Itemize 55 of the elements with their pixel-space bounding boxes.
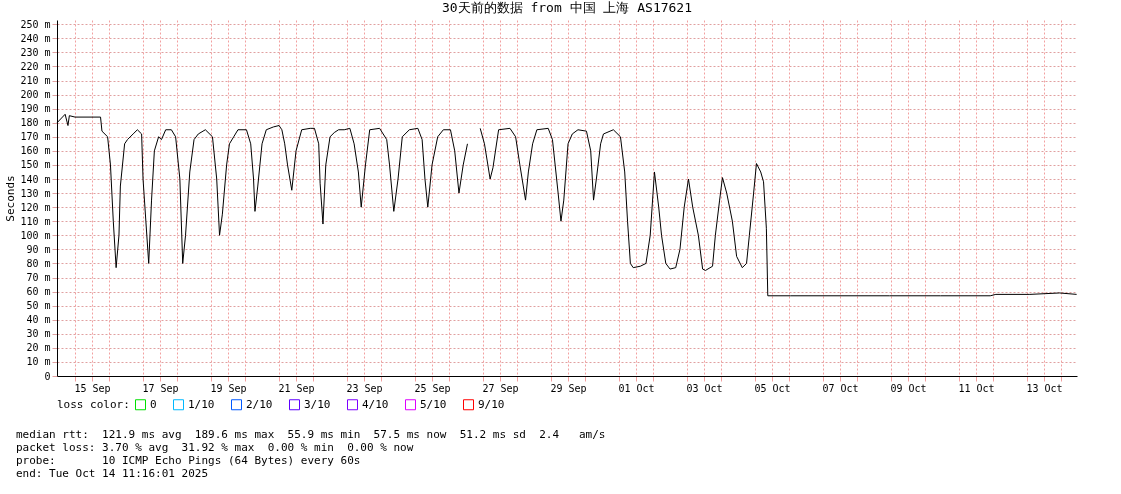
y-tick-label: 130 m: [20, 187, 51, 199]
y-tick-label: 210 m: [20, 75, 51, 87]
x-tick-label: 19 Sep: [210, 382, 247, 394]
y-tick-label: 90 m: [26, 243, 51, 255]
y-tick-label: 60 m: [26, 286, 51, 298]
x-tick-label: 13 Oct: [1026, 382, 1063, 394]
y-tick-label: 160 m: [20, 145, 51, 157]
legend-label: 1/10: [188, 397, 215, 411]
y-tick-label: 200 m: [20, 89, 51, 101]
y-tick-label: 80 m: [26, 257, 51, 269]
x-tick-label: 07 Oct: [822, 382, 859, 394]
y-tick-label: 230 m: [20, 46, 51, 58]
x-tick-label: 25 Sep: [414, 382, 451, 394]
y-tick-label: 10 m: [26, 356, 51, 368]
y-tick-label: 50 m: [26, 300, 51, 312]
x-tick-label: 03 Oct: [686, 382, 723, 394]
y-tick-label: 100 m: [20, 229, 51, 241]
y-tick-label: 220 m: [20, 60, 51, 72]
legend-label: 5/10: [420, 397, 447, 411]
legend-title: loss color:: [57, 398, 130, 411]
y-tick-label: 70 m: [26, 272, 51, 283]
text: end: Tue Oct 14 11:16:01 2025: [16, 467, 210, 480]
x-tick-label: 01 Oct: [618, 382, 655, 394]
y-tick-label: 20 m: [26, 342, 51, 354]
y-tick-label: 250 m: [20, 18, 51, 30]
y-tick-label: 30 m: [26, 328, 51, 340]
legend-label: 2/10: [246, 397, 273, 411]
y-tick-label: 140 m: [20, 173, 51, 185]
y-tick-label: 0: [44, 370, 51, 382]
text: probe: 10 ICMP Echo Pings (64 Bytes) every 60s: [16, 454, 362, 467]
y-tick-label: 120 m: [20, 201, 51, 213]
x-tick-label: 27 Sep: [482, 382, 519, 394]
text: packet loss: 3.70 % avg 31.92 % max 0.00 % min 0.00 % now: [16, 441, 415, 454]
y-tick-label: 150 m: [20, 159, 51, 171]
y-tick-label: 40 m: [26, 314, 51, 326]
y-tick-label: 190 m: [20, 103, 51, 115]
legend-label: 4/10: [362, 397, 389, 411]
x-tick-label: 17 Sep: [142, 382, 179, 394]
x-tick-label: 21 Sep: [278, 382, 315, 394]
legend-label: 3/10: [304, 397, 331, 411]
y-tick-label: 240 m: [20, 32, 51, 44]
y-tick-label: 110 m: [20, 215, 51, 227]
text: median rtt: 121.9 ms avg 189.6 ms max 55.9 ms min 57.5 ms now 51.2 ms sd 2.4 am/s: [16, 428, 607, 441]
y-tick-label: 170 m: [20, 131, 51, 143]
legend-label: 9/10: [478, 397, 505, 411]
y-tick-label: 180 m: [20, 117, 51, 129]
chart-title: 30天前的数据 from 中国 上海 AS17621: [441, 0, 693, 16]
x-tick-label: 29 Sep: [550, 382, 587, 394]
x-tick-label: 11 Oct: [958, 382, 995, 394]
x-tick-label: 23 Sep: [346, 382, 383, 394]
x-tick-label: 15 Sep: [74, 382, 111, 394]
x-tick-label: 05 Oct: [754, 382, 791, 394]
x-tick-label: 09 Oct: [890, 382, 927, 394]
legend-label: 0: [150, 397, 157, 411]
y-axis-title: Seconds: [4, 175, 18, 222]
